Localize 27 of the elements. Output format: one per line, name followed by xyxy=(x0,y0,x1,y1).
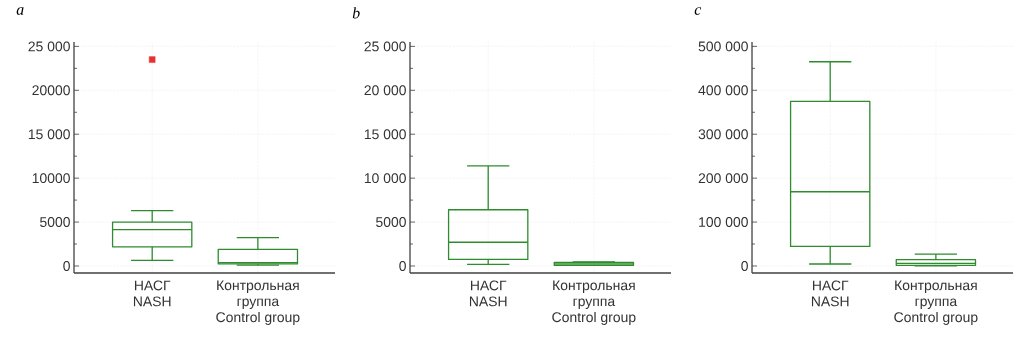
y-tick-label: 300 000 xyxy=(698,129,748,140)
y-tick-label: 15 000 xyxy=(28,129,70,140)
y-tick-label: 400 000 xyxy=(698,85,748,96)
y-tick-label: 0 xyxy=(63,261,70,271)
y-tick-label: 5000 xyxy=(40,217,70,227)
y-tick-label: 100 000 xyxy=(699,217,748,227)
y-tick-label: 25 000 xyxy=(364,41,406,52)
x-tick-label: НАСГ NASH xyxy=(133,280,171,307)
x-tick-label: Контрольная группа Control group xyxy=(894,280,978,325)
x-tick-label: Контрольная группа Control group xyxy=(216,280,300,325)
y-tick-label: 15 000 xyxy=(364,129,406,140)
x-tick-label: НАСГ NASH xyxy=(811,280,849,307)
y-tick-label: 10 000 xyxy=(364,173,406,184)
y-tick-label: 20000 xyxy=(32,85,70,96)
y-tick-label: 20 000 xyxy=(364,85,406,96)
chart-title: a xyxy=(16,7,24,15)
x-tick-label: Контрольная группа Control group xyxy=(552,280,636,325)
chart-title: b xyxy=(352,7,360,19)
x-tick-label: НАСГ NASH xyxy=(469,280,507,307)
y-tick-label: 200 000 xyxy=(698,173,748,184)
y-tick-label: 500 000 xyxy=(698,41,748,52)
chart-title: c xyxy=(694,7,702,15)
y-tick-label: 0 xyxy=(399,261,406,271)
y-tick-label: 25 000 xyxy=(28,41,70,52)
y-tick-label: 5000 xyxy=(376,217,406,227)
y-tick-label: 10000 xyxy=(32,173,70,184)
y-tick-label: 0 xyxy=(741,261,748,271)
